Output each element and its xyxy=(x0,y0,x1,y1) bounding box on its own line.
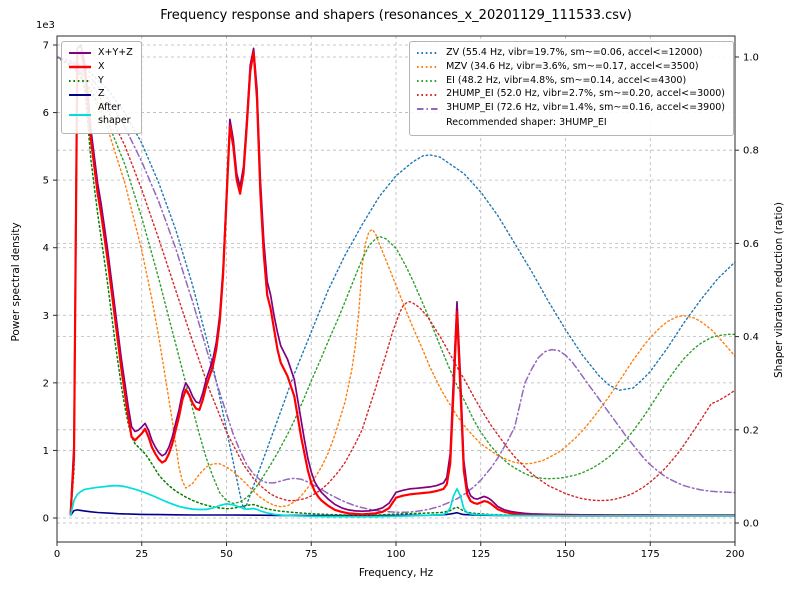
svg-text:150: 150 xyxy=(556,549,575,560)
legend-psd: X+Y+Z X Y Z After shaper xyxy=(61,41,142,134)
svg-text:7: 7 xyxy=(43,41,49,52)
legend-item: EI (48.2 Hz, vibr=4.8%, sm~=0.14, accel<… xyxy=(416,75,725,88)
legend-label: EI (48.2 Hz, vibr=4.8%, sm~=0.14, accel<… xyxy=(446,74,687,86)
legend-label: Y xyxy=(98,74,104,86)
legend-line-sample xyxy=(417,52,440,55)
legend-line-sample xyxy=(69,52,91,55)
legend-line-sample xyxy=(69,114,91,117)
legend-label: 2HUMP_EI (52.0 Hz, vibr=2.7%, sm~=0.20, … xyxy=(446,88,725,100)
svg-text:175: 175 xyxy=(641,549,660,560)
legend-item: 3HUMP_EI (72.6 Hz, vibr=1.4%, sm~=0.16, … xyxy=(416,102,725,115)
legend-item: X xyxy=(68,61,133,74)
legend-label: ZV (55.4 Hz, vibr=19.7%, sm~=0.06, accel… xyxy=(446,47,703,58)
svg-text:0: 0 xyxy=(54,549,60,560)
svg-text:25: 25 xyxy=(135,549,148,560)
svg-text:50: 50 xyxy=(220,549,233,560)
series-y xyxy=(69,71,735,517)
legend-line-sample xyxy=(69,93,91,96)
svg-text:1.0: 1.0 xyxy=(743,53,759,64)
legend-label: X xyxy=(98,60,105,72)
legend-label: 3HUMP_EI (72.6 Hz, vibr=1.4%, sm~=0.16, … xyxy=(446,102,725,114)
legend-shapers: ZV (55.4 Hz, vibr=19.7%, sm~=0.06, accel… xyxy=(409,41,734,136)
svg-text:1: 1 xyxy=(43,446,49,457)
legend-item: Y xyxy=(68,75,133,88)
legend-label: Z xyxy=(98,88,105,100)
legend-item: Z xyxy=(68,88,133,101)
legend-item: After shaper xyxy=(68,102,133,128)
series-x xyxy=(69,50,735,517)
svg-text:0.0: 0.0 xyxy=(743,519,759,530)
legend-line-sample xyxy=(417,66,440,69)
svg-text:2: 2 xyxy=(43,378,49,389)
svg-text:100: 100 xyxy=(386,549,405,560)
svg-text:0.8: 0.8 xyxy=(743,146,759,157)
legend-line-sample xyxy=(417,107,440,110)
series-x-y-z xyxy=(69,44,735,516)
legend-item: 2HUMP_EI (52.0 Hz, vibr=2.7%, sm~=0.20, … xyxy=(416,88,725,101)
legend-label: X+Y+Z xyxy=(98,47,133,58)
legend-item: X+Y+Z xyxy=(68,47,133,60)
svg-text:5: 5 xyxy=(43,176,49,187)
series-mzv xyxy=(57,56,735,508)
svg-text:0.4: 0.4 xyxy=(743,332,759,343)
series-curves xyxy=(57,44,735,518)
series-zv xyxy=(57,56,735,510)
svg-text:3: 3 xyxy=(43,311,49,322)
svg-text:0.2: 0.2 xyxy=(743,425,759,436)
legend-line-sample xyxy=(69,65,91,69)
series-2hump-ei xyxy=(57,56,735,502)
svg-text:0.6: 0.6 xyxy=(743,239,759,250)
svg-text:0: 0 xyxy=(43,514,49,525)
y-right-axis-label: Shaper vibration reduction (ratio) xyxy=(773,201,785,379)
svg-text:75: 75 xyxy=(305,549,318,560)
svg-text:4: 4 xyxy=(43,243,49,254)
legend-shapers-items: ZV (55.4 Hz, vibr=19.7%, sm~=0.06, accel… xyxy=(416,47,725,115)
y-left-axis-label: Power spectral density xyxy=(10,222,22,342)
svg-text:6: 6 xyxy=(43,108,49,119)
recommended-shaper-note: Recommended shaper: 3HUMP_EI xyxy=(446,117,607,129)
legend-label: After shaper xyxy=(98,102,131,127)
y-left-multiplier: 1e3 xyxy=(36,20,55,31)
legend-line-sample xyxy=(417,80,440,83)
svg-text:200: 200 xyxy=(725,549,744,560)
chart-title: Frequency response and shapers (resonanc… xyxy=(160,8,632,23)
legend-line-sample xyxy=(69,80,91,83)
legend-label: MZV (34.6 Hz, vibr=3.6%, sm~=0.17, accel… xyxy=(446,60,699,72)
series-after-shaper xyxy=(69,484,735,518)
legend-line-sample xyxy=(417,93,440,96)
svg-text:125: 125 xyxy=(471,549,490,560)
legend-item: MZV (34.6 Hz, vibr=3.6%, sm~=0.17, accel… xyxy=(416,61,725,74)
x-axis-label: Frequency, Hz xyxy=(358,567,434,579)
legend-item: ZV (55.4 Hz, vibr=19.7%, sm~=0.06, accel… xyxy=(416,47,725,60)
